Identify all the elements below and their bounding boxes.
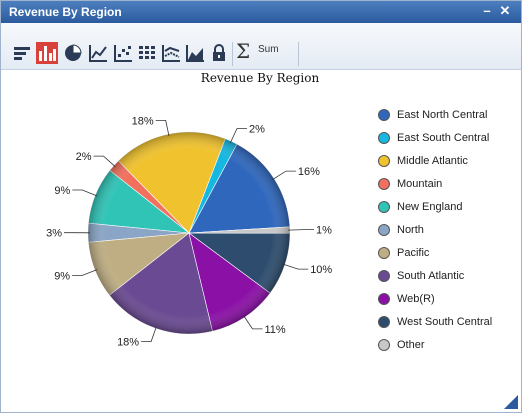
leader-line — [155, 120, 170, 137]
sum-button[interactable]: Sum — [258, 44, 279, 55]
leader-line — [287, 229, 314, 231]
legend-swatch — [378, 109, 390, 121]
leader-line — [72, 269, 98, 276]
legend-label: West South Central — [397, 316, 493, 328]
sort-icon[interactable] — [12, 42, 34, 64]
legend-label: Other — [397, 339, 425, 351]
data-label: 2% — [249, 124, 265, 136]
legend-label: New England — [397, 201, 463, 213]
legend-swatch — [378, 339, 390, 351]
legend-swatch — [378, 224, 390, 236]
line-chart-icon[interactable] — [87, 42, 109, 64]
leader-line — [141, 326, 157, 343]
legend-swatch — [378, 316, 390, 328]
leader-line — [243, 315, 263, 330]
table-icon[interactable] — [136, 42, 158, 64]
pie-chart-icon[interactable] — [62, 42, 84, 64]
data-label: 18% — [117, 337, 139, 349]
data-label: 9% — [54, 185, 70, 197]
legend-swatch — [378, 247, 390, 259]
data-label: 2% — [76, 151, 92, 163]
legend-label: East South Central — [397, 132, 490, 144]
sigma-icon[interactable]: Σ — [236, 39, 251, 63]
legend-swatch — [378, 178, 390, 190]
area-chart-icon[interactable] — [184, 42, 206, 64]
legend-label: Web(R) — [397, 293, 435, 305]
legend-label: South Atlantic — [397, 270, 465, 282]
legend-swatch — [378, 155, 390, 167]
data-label: 1% — [316, 225, 332, 237]
legend-swatch — [378, 293, 390, 305]
data-label: 3% — [46, 228, 62, 240]
leader-line — [93, 155, 116, 168]
data-label: 9% — [54, 271, 70, 283]
close-button[interactable]: ✕ — [499, 3, 511, 18]
chart-title: Revenue By Region — [200, 71, 320, 85]
leader-line — [282, 263, 309, 270]
leader-line — [72, 189, 98, 197]
bar-chart-icon[interactable] — [36, 42, 58, 64]
window-title: Revenue By Region — [9, 5, 122, 19]
legend-swatch — [378, 201, 390, 213]
lock-icon[interactable] — [208, 42, 230, 64]
legend-label: Middle Atlantic — [397, 155, 468, 167]
resize-handle[interactable] — [504, 395, 518, 409]
toolbar-separator — [298, 42, 299, 66]
toolbar-separator — [232, 42, 233, 66]
minimize-button[interactable]: – — [483, 3, 491, 18]
legend-label: East North Central — [397, 109, 488, 121]
leader-line — [272, 170, 296, 181]
data-label: 10% — [310, 264, 332, 276]
legend-label: Mountain — [397, 178, 443, 190]
leader-line — [229, 128, 247, 144]
scatter-chart-icon[interactable] — [112, 42, 134, 64]
legend-label: Pacific — [397, 247, 430, 259]
data-label: 11% — [265, 324, 286, 336]
data-label: 16% — [298, 166, 320, 178]
toolbar — [1, 23, 521, 70]
title-bar[interactable]: Revenue By Region – ✕ — [1, 1, 521, 23]
data-label: 18% — [132, 115, 154, 127]
legend-swatch — [378, 270, 390, 282]
legend-label: North — [397, 224, 424, 236]
multi-line-chart-icon[interactable] — [160, 42, 182, 64]
legend-swatch — [378, 132, 390, 144]
